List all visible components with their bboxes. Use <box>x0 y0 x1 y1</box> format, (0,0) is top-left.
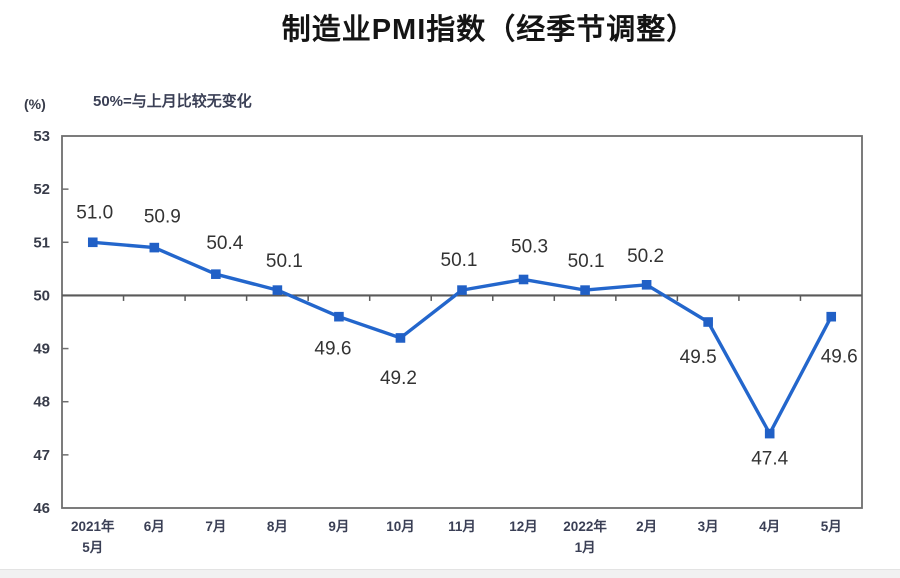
x-axis-tick-label: 11月 <box>448 519 476 534</box>
y-axis-tick-label: 48 <box>33 394 50 411</box>
data-point-label: 51.0 <box>76 202 113 223</box>
data-point-marker <box>580 285 590 295</box>
data-point-marker <box>641 280 652 290</box>
data-point-label: 50.1 <box>568 251 605 272</box>
data-point-marker <box>334 311 344 322</box>
x-axis-tick-label: 3月 <box>698 519 719 534</box>
x-axis-tick-label: 7月 <box>205 519 226 534</box>
data-point-label: 49.6 <box>821 347 858 368</box>
data-point-marker <box>211 269 221 279</box>
data-point-label: 50.3 <box>511 236 548 257</box>
page-bottom-bar <box>0 569 900 578</box>
data-point-marker <box>703 317 713 327</box>
y-axis-unit-label: (%) <box>24 96 46 112</box>
chart-subtitle: 50%=与上月比较无变化 <box>93 93 252 110</box>
y-axis-tick-label: 51 <box>33 234 50 251</box>
x-axis-tick-label: 4月 <box>759 519 780 534</box>
data-point-marker <box>764 428 775 439</box>
data-point-marker <box>518 274 529 285</box>
data-point-marker <box>149 242 160 253</box>
data-point-label: 50.1 <box>266 251 303 272</box>
data-point-label: 50.2 <box>627 246 664 267</box>
y-axis-tick-label: 50 <box>33 287 50 304</box>
x-axis-tick-label: 2月 <box>636 519 657 534</box>
x-axis-tick-label: 12月 <box>509 519 538 534</box>
x-axis-tick-label: 9月 <box>328 519 349 534</box>
x-axis-tick-label: 8月 <box>267 519 288 534</box>
x-axis-tick-label: 10月 <box>386 519 415 534</box>
data-point-marker <box>395 333 406 343</box>
plot-frame <box>61 135 863 509</box>
data-point-label: 49.5 <box>680 347 717 368</box>
x-axis-tick-label: 2022年 1月 <box>563 518 607 555</box>
data-point-marker <box>87 237 98 248</box>
y-axis-tick-label: 53 <box>33 128 50 145</box>
data-point-marker <box>272 285 283 295</box>
data-point-label: 50.1 <box>441 250 478 271</box>
y-axis-tick-label: 47 <box>33 447 50 464</box>
data-point-label: 49.6 <box>314 339 351 360</box>
data-point-label: 49.2 <box>380 368 417 389</box>
y-axis-tick-label: 46 <box>33 500 50 517</box>
y-axis-tick-label: 52 <box>33 181 50 198</box>
data-point-label: 50.4 <box>206 233 243 254</box>
data-point-label: 47.4 <box>751 449 788 470</box>
data-point-marker <box>457 285 467 295</box>
data-point-marker <box>826 311 837 322</box>
x-axis-tick-label: 2021年 5月 <box>71 518 115 555</box>
chart-title: 制造业PMI指数（经季节调整） <box>281 14 697 46</box>
x-axis-tick-label: 6月 <box>144 519 165 534</box>
y-axis-tick-label: 49 <box>33 341 50 358</box>
data-point-label: 50.9 <box>144 207 181 228</box>
x-axis-tick-label: 5月 <box>821 519 842 534</box>
